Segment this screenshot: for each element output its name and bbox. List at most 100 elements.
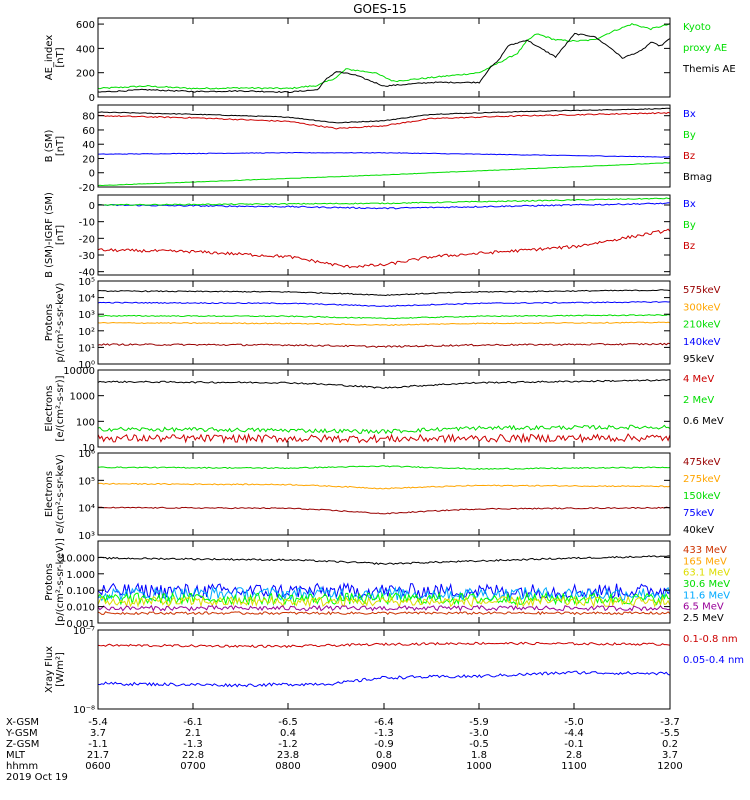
series-line-300kev bbox=[97, 321, 671, 326]
ephemeris-value: 3.7 bbox=[90, 728, 106, 739]
series-line-bz bbox=[97, 111, 671, 130]
y-tick-label: 0.010 bbox=[66, 603, 95, 614]
series-line-63-1-mev bbox=[97, 595, 671, 609]
series-line-2-mev bbox=[97, 424, 671, 435]
y-tick-label: -20 bbox=[79, 183, 95, 194]
ephemeris-value: -5.9 bbox=[469, 717, 489, 728]
y-tick-label: 200 bbox=[76, 69, 95, 80]
series-line-bx bbox=[97, 202, 671, 210]
legend-entry: 95keV bbox=[683, 354, 714, 365]
panel-frame bbox=[97, 17, 671, 98]
legend-entry: 575keV bbox=[683, 285, 721, 296]
y-tick-label: 10.000 bbox=[60, 553, 95, 564]
y-tick-label: 0 bbox=[89, 169, 95, 180]
panel-bsm: -20 0 20 40 60 80 B (SM) [nT] Bx By Bz Bmag bbox=[44, 104, 712, 194]
y-axis-label: Protons bbox=[44, 563, 55, 600]
ephemeris-value: -5.0 bbox=[564, 717, 584, 728]
series-line-150kev bbox=[97, 465, 671, 470]
y-axis-label: [W/m²] bbox=[55, 652, 66, 687]
panel-frame bbox=[97, 629, 671, 710]
legend-entry: 75keV bbox=[683, 508, 714, 519]
y-tick-label: 10⁰ bbox=[78, 360, 95, 371]
series-line-165-mev bbox=[97, 604, 671, 612]
legend-entry: 0.6 MeV bbox=[683, 416, 724, 427]
ephemeris-value: -1.1 bbox=[88, 739, 108, 750]
ephemeris-value: 0700 bbox=[180, 761, 205, 772]
legend-entry: proxy AE bbox=[683, 43, 727, 54]
series-line-2-5-mev bbox=[97, 555, 671, 566]
ephemeris-value: -0.1 bbox=[564, 739, 584, 750]
y-axis-label: B (SM) bbox=[44, 129, 55, 162]
y-axis-label: Electrons bbox=[44, 471, 55, 517]
y-tick-label: 10⁵ bbox=[78, 476, 95, 487]
panel-protons: 10⁰ 10¹ 10² 10³ 10⁴ 10⁵ Protons p/(cm²-s-sr-keV… bbox=[44, 277, 721, 371]
panel-bigrf: -40 -30 -20 -10 0 B (SM)-IGRF (SM) [nT] Bx By Bz bbox=[44, 192, 696, 279]
y-tick-label: 1.000 bbox=[66, 570, 95, 581]
series-line-140kev bbox=[97, 301, 671, 307]
panel-xray: 10⁻⁸ 10⁻⁷ Xray Flux [W/m²] 0.1-0.8 nm 0.05-0.… bbox=[44, 626, 744, 716]
ephemeris-value: -0.9 bbox=[374, 739, 394, 750]
series-line-kyoto-proxy-ae bbox=[97, 22, 671, 90]
ephemeris-value: -3.7 bbox=[660, 717, 680, 728]
ephemeris-value: 0.8 bbox=[376, 750, 392, 761]
date-label: 2019 Oct 19 bbox=[6, 772, 68, 783]
series-line-bz bbox=[97, 228, 671, 269]
ephemeris-value: 1200 bbox=[657, 761, 682, 772]
ephemeris-value: 2.1 bbox=[185, 728, 201, 739]
y-tick-label: -20 bbox=[79, 234, 95, 245]
y-axis-label: [nT] bbox=[55, 225, 66, 245]
legend-entry: 63.1 MeV bbox=[683, 568, 730, 579]
y-tick-label: 10 bbox=[82, 443, 95, 454]
ephemeris-value: 0900 bbox=[371, 761, 396, 772]
panel-electrons_kev: 10³ 10⁴ 10⁵ 10⁶ Electrons e/(cm²-s-sr-keV) 475… bbox=[44, 449, 721, 542]
series-line-bmag bbox=[97, 107, 671, 124]
y-tick-label: 0 bbox=[89, 201, 95, 212]
panel-electrons_mev: 10 100 1000 10000 Electrons [e/(cm²-s-sr)] 4 M… bbox=[44, 366, 724, 454]
y-tick-label: 100 bbox=[76, 417, 95, 428]
ephemeris-value: -6.1 bbox=[183, 717, 203, 728]
y-tick-label: 10³ bbox=[78, 310, 95, 321]
legend-entry: 433 MeV bbox=[683, 545, 727, 556]
ephemeris-value: 1.8 bbox=[471, 750, 487, 761]
ephemeris-value: -0.5 bbox=[469, 739, 489, 750]
panel-protons_mev: 0.001 0.010 0.100 1.000 10.000 Protons [p/(cm²… bbox=[44, 538, 730, 630]
y-tick-label: 400 bbox=[76, 44, 95, 55]
ephemeris-value: 23.8 bbox=[277, 750, 299, 761]
y-tick-label: 10⁻⁷ bbox=[73, 626, 95, 637]
y-axis-label: [nT] bbox=[55, 136, 66, 156]
y-tick-label: 10⁻⁸ bbox=[73, 705, 95, 716]
y-tick-label: 20 bbox=[82, 154, 95, 165]
y-axis-label: [e/(cm²-s-sr)] bbox=[55, 375, 66, 441]
series-line-0-1-0-8-nm bbox=[97, 641, 671, 649]
y-tick-label: -10 bbox=[79, 218, 95, 229]
legend-entry: 6.5 MeV bbox=[683, 602, 724, 613]
ephemeris-value: -4.4 bbox=[564, 728, 584, 739]
y-tick-label: 600 bbox=[76, 20, 95, 31]
y-axis-label: e/(cm²-s-sr-keV) bbox=[55, 454, 66, 534]
legend-entry: 2 MeV bbox=[683, 395, 714, 406]
y-tick-label: 10⁵ bbox=[78, 277, 95, 288]
ephemeris-value: 22.8 bbox=[182, 750, 204, 761]
ephemeris-value: -6.5 bbox=[278, 717, 298, 728]
figure-title: GOES-15 bbox=[353, 2, 407, 16]
legend-entry: Bx bbox=[683, 109, 696, 120]
y-tick-label: 80 bbox=[82, 112, 95, 123]
legend-entry: 11.6 MeV bbox=[683, 590, 730, 601]
ephemeris-row-label: MLT bbox=[6, 750, 26, 761]
ephemeris-row-label: hhmm bbox=[6, 761, 38, 772]
ephemeris-value: 0800 bbox=[275, 761, 300, 772]
y-tick-label: 10⁴ bbox=[78, 504, 95, 515]
legend-entry: 0.05-0.4 nm bbox=[683, 655, 744, 666]
y-tick-label: 0.100 bbox=[66, 586, 95, 597]
legend-entry: By bbox=[683, 220, 696, 231]
ephemeris-value: -6.4 bbox=[374, 717, 394, 728]
legend-entry: Bmag bbox=[683, 172, 712, 183]
y-tick-label: 1000 bbox=[70, 392, 95, 403]
y-tick-label: 10⁶ bbox=[78, 449, 95, 460]
ephemeris-value: 1100 bbox=[561, 761, 586, 772]
legend-entry: 140keV bbox=[683, 337, 721, 348]
ephemeris-value: 1000 bbox=[466, 761, 491, 772]
ephemeris-table: X-GSM -5.4 -6.1 -6.5 -6.4 -5.9 -5.0 -3.7 Y-GSM 3.… bbox=[5, 717, 683, 783]
panel-frame bbox=[97, 540, 671, 624]
